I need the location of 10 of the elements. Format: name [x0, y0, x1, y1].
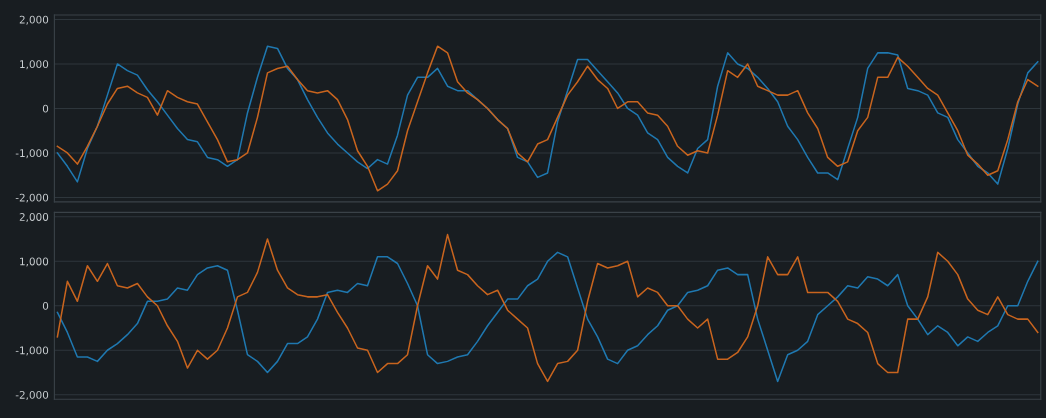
y-tick-label: -1,000 — [15, 346, 49, 356]
y-tick-label: 1,000 — [20, 257, 49, 267]
y-tick-label: 1,000 — [20, 60, 49, 70]
y-tick-label: 2,000 — [19, 213, 49, 222]
y-tick-label: -2,000 — [15, 390, 49, 400]
y-tick-label: 0 — [42, 301, 49, 310]
y-tick-label: 0 — [42, 104, 49, 113]
y-tick-label: -2,000 — [15, 193, 49, 203]
y-tick-label: -1,000 — [15, 149, 49, 159]
y-tick-label: 2,000 — [19, 15, 49, 25]
